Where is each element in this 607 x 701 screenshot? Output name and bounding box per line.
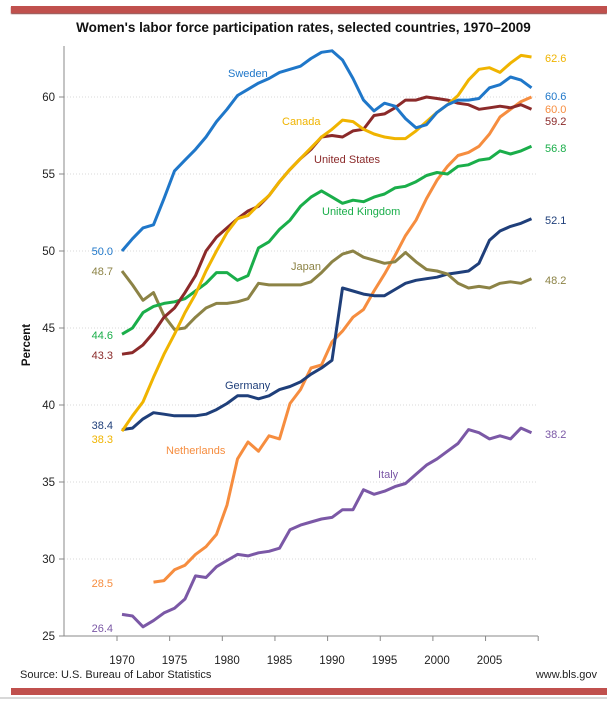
start-value-label: 28.5 (92, 578, 113, 590)
end-value-label: 38.2 (545, 429, 566, 441)
start-value-label: 38.4 (92, 420, 113, 432)
end-value-label: 62.6 (545, 53, 566, 65)
series-line-canada (120, 53, 532, 433)
y-tick-label: 25 (42, 631, 55, 643)
series-name-label: United States (314, 154, 381, 166)
chart-title: Women's labor force participation rates,… (76, 20, 531, 35)
start-value-label: 48.7 (92, 266, 113, 278)
start-value-label: 44.6 (92, 330, 113, 342)
start-value-label: 50.0 (92, 246, 113, 258)
end-value-label: 56.8 (545, 143, 566, 155)
y-tick-label: 45 (42, 323, 55, 335)
x-tick-label: 1970 (109, 655, 135, 667)
y-tick-label: 55 (42, 169, 55, 181)
x-tick-label: 1980 (214, 655, 240, 667)
bottom-divider (0, 697, 607, 699)
series-name-label: United Kingdom (322, 206, 400, 218)
series-name-label: Netherlands (166, 445, 226, 457)
end-value-label: 48.2 (545, 275, 566, 287)
series-line-germany (121, 217, 533, 432)
y-tick-label: 40 (42, 400, 55, 412)
start-value-label: 38.3 (92, 434, 113, 446)
gridlines (64, 96, 538, 560)
y-tick-label: 30 (42, 554, 55, 566)
x-tick-label: 1995 (372, 655, 398, 667)
series-lines (120, 49, 533, 629)
series-name-label: Germany (225, 380, 271, 392)
y-tick-label: 35 (42, 477, 55, 489)
end-value-label: 60.6 (545, 91, 566, 103)
x-tick-label: 1975 (162, 655, 188, 667)
source-note: Source: U.S. Bureau of Labor Statistics (20, 669, 212, 681)
axes: 25 30 35 40 45 50 55 60 1970 1975 1980 1985 1990 1995… (42, 46, 539, 667)
x-tick-label: 2000 (424, 655, 450, 667)
series-line-united-states (121, 95, 533, 356)
x-tick-label: 2005 (477, 655, 503, 667)
y-axis-label: Percent (21, 324, 33, 366)
end-value-label: 52.1 (545, 215, 566, 227)
series-name-label: Canada (282, 116, 321, 128)
x-tick-label: 1985 (267, 655, 293, 667)
series-name-label: Italy (378, 469, 399, 481)
series-line-japan (120, 249, 533, 331)
series-name-label: Japan (291, 261, 321, 273)
series-name-label: Sweden (228, 68, 268, 80)
start-value-label: 26.4 (92, 623, 113, 635)
bottom-accent-bar (11, 688, 607, 695)
y-tick-label: 50 (42, 246, 55, 258)
series-line-netherlands (153, 95, 533, 584)
end-value-label: 60.0 (545, 104, 566, 116)
start-value-label: 43.3 (92, 350, 113, 362)
source-url[interactable]: www.bls.gov (535, 669, 597, 681)
end-value-label: 59.2 (545, 116, 566, 128)
series-line-italy (121, 426, 533, 629)
y-tick-label: 60 (42, 92, 55, 104)
x-tick-label: 1990 (319, 655, 345, 667)
top-accent-bar (11, 6, 607, 13)
series-line-sweden (120, 49, 533, 252)
series-labels: 50.0 60.6 38.3 62.6 43.3 59.2 44.6 56.8 48.7 48.2… (92, 53, 567, 635)
series-line-united-kingdom (121, 144, 533, 336)
